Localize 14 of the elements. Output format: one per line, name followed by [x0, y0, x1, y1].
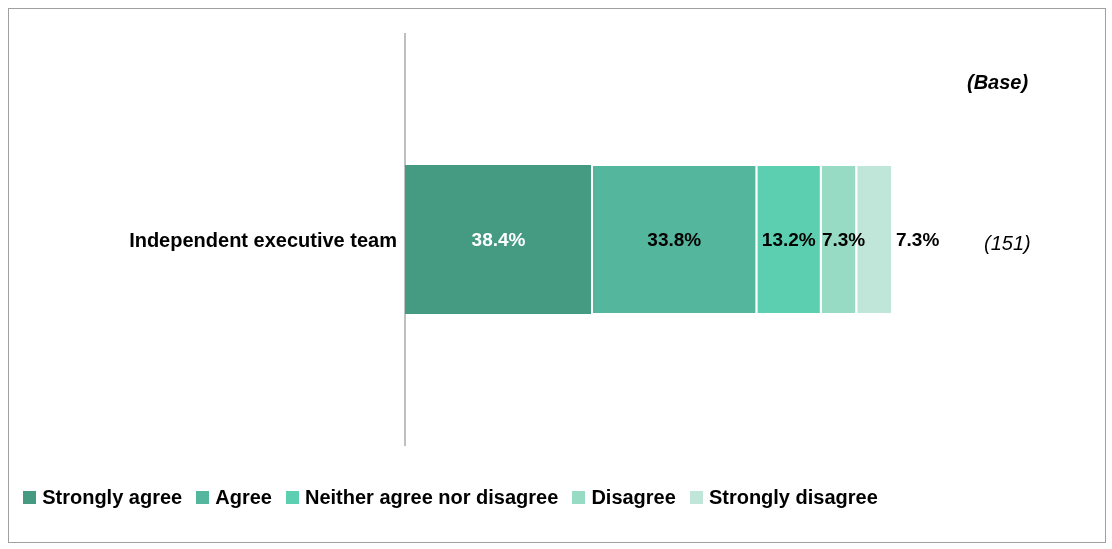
data-label: 7.3%	[896, 229, 940, 251]
data-label: 7.3%	[821, 229, 866, 251]
data-label: 33.8%	[647, 229, 702, 251]
legend-label: Strongly disagree	[708, 486, 878, 509]
text: (151)	[984, 232, 1031, 255]
legend-label: Agree	[215, 486, 272, 509]
legend-label: Strongly agree	[42, 486, 183, 509]
text: (Base)	[967, 71, 1029, 94]
data-label: 38.4%	[471, 229, 526, 251]
legend-label: Disagree	[591, 486, 676, 509]
data-label: 13.2%	[761, 229, 816, 251]
bar	[405, 165, 593, 314]
legend-label: Neither agree nor disagree	[304, 486, 559, 509]
y-tick-label: Independent executive team	[129, 228, 397, 251]
